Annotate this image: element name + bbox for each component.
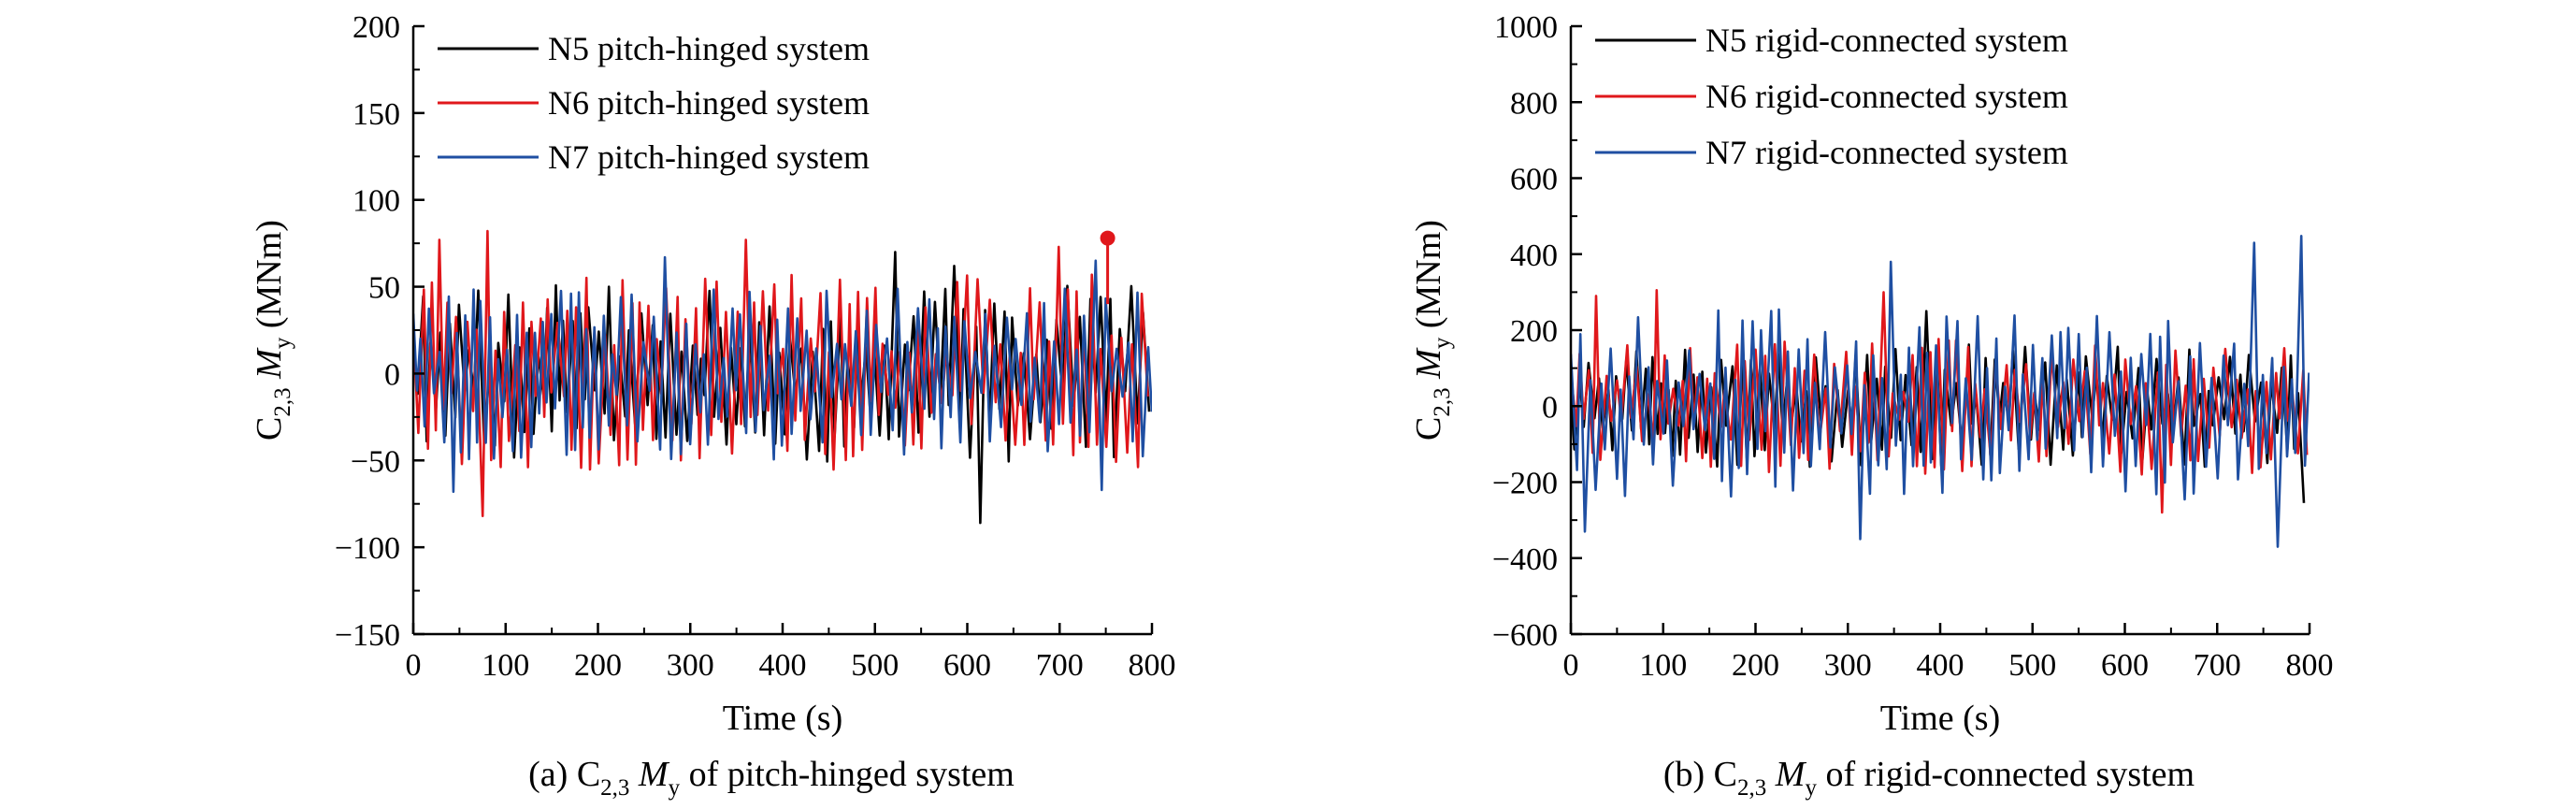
y-tick-label: 800 [1510,86,1558,121]
y-tick-label: 400 [1510,238,1558,273]
y-tick-label: 1000 [1494,10,1558,45]
legend: N5 pitch-hinged system N6 pitch-hinged sy… [438,30,870,176]
x-tick-label: 0 [406,648,422,683]
x-tick-label: 700 [2194,648,2241,683]
y-tick-label: 200 [353,10,400,45]
legend-label: N7 pitch-hinged system [548,138,870,176]
x-tick-label: 600 [943,648,991,683]
legend-label: N6 pitch-hinged system [548,84,870,122]
y-tick-label: −50 [351,444,400,479]
y-tick-label: 0 [384,357,400,392]
series-line-7 [413,255,1152,493]
legend-label: N6 rigid-connected system [1705,78,2068,115]
peak-marker [1100,230,1115,246]
y-tick-label: 200 [1510,314,1558,349]
chart-panel-a: 0 100 200 300 400 500 600 700 800 −150 −100 −50 0 50 1… [250,10,1176,801]
x-tick-label: 500 [851,648,899,683]
x-tick-label: 400 [759,648,807,683]
x-tick-label: 500 [2008,648,2056,683]
y-tick-label: −600 [1492,618,1558,653]
legend-label: N7 rigid-connected system [1705,134,2068,171]
y-tick-label: 0 [1542,390,1558,425]
x-tick-label: 300 [667,648,714,683]
panel-caption: (b) C2,3 My of rigid-connected system [1663,755,2195,801]
chart-panel-b: 0 100 200 300 400 500 600 700 800 −600 −400 −200 0 20… [1409,10,2334,801]
y-axis-title: C2,3 My (MNm) [250,220,295,441]
legend: N5 rigid-connected system N6 rigid-connec… [1595,22,2068,171]
x-tick-label: 800 [1129,648,1176,683]
y-tick-label: −100 [335,531,400,566]
y-tick-label: −400 [1492,542,1558,577]
x-axis-title: Time (s) [1880,699,2000,738]
legend-label: N5 pitch-hinged system [548,30,870,67]
x-tick-label: 100 [1639,648,1687,683]
y-tick-label: 600 [1510,163,1558,197]
y-tick-label: −150 [335,618,400,653]
y-tick-label: 100 [353,184,400,219]
x-tick-label: 0 [1563,648,1579,683]
y-tick-label: 50 [368,271,400,306]
y-tick-label: 150 [353,97,400,132]
x-tick-label: 700 [1036,648,1084,683]
x-tick-label: 200 [1732,648,1779,683]
y-axis-title: C2,3 My (MNm) [1409,220,1455,441]
x-tick-label: 400 [1917,648,1964,683]
panel-caption: (a) C2,3 My of pitch-hinged system [528,755,1015,801]
x-axis-title: Time (s) [723,699,842,738]
x-tick-label: 100 [482,648,529,683]
legend-label: N5 rigid-connected system [1705,22,2068,59]
series-line-7 [1571,235,2310,548]
series-group [1571,235,2310,548]
x-tick-label: 600 [2101,648,2149,683]
x-tick-label: 200 [574,648,622,683]
x-tick-label: 800 [2286,648,2334,683]
x-tick-label: 300 [1824,648,1872,683]
series-group [413,229,1152,525]
y-tick-label: −200 [1492,467,1558,501]
